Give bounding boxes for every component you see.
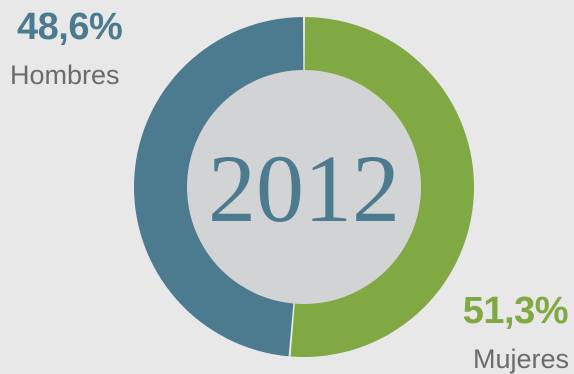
men-percentage-label: 48,6% [17,6,123,48]
men-category-label: Hombres [10,60,120,90]
women-percentage-label: 51,3% [462,290,569,332]
center-year-label: 2012 [208,135,400,242]
women-category-label: Mujeres [472,344,569,374]
donut-center-disc [187,70,421,304]
